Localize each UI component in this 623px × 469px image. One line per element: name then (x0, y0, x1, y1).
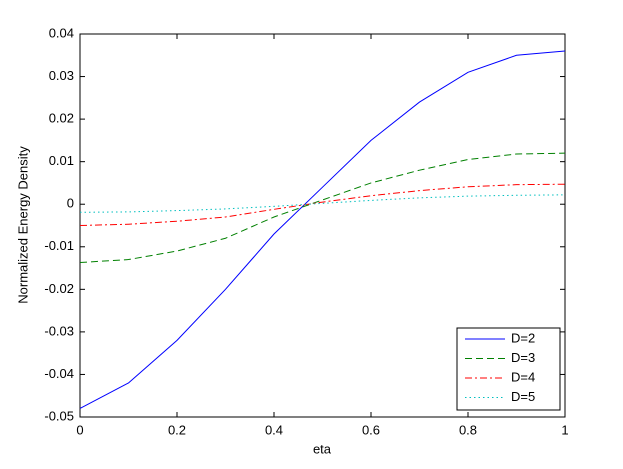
series-line (79, 152, 566, 264)
y-axis-label: Normalized Energy Density (15, 146, 30, 304)
y-tick-label: 0.03 (49, 68, 74, 83)
x-tick-label: 0.8 (459, 422, 477, 437)
y-tick-label: 0 (67, 196, 74, 211)
series-line (79, 183, 566, 226)
y-tick-label: -0.05 (44, 408, 74, 423)
y-tick-label: -0.02 (44, 281, 74, 296)
x-tick-label: 0 (76, 422, 83, 437)
y-tick-label: 0.01 (49, 153, 74, 168)
y-tick-label: 0.02 (49, 111, 74, 126)
legend-label: D=3 (511, 350, 535, 365)
y-tick-label: -0.03 (44, 323, 74, 338)
legend-label: D=5 (511, 389, 535, 404)
x-tick-label: 0.4 (265, 422, 283, 437)
legend-label: D=2 (511, 330, 535, 345)
x-tick-label: 0.2 (168, 422, 186, 437)
x-tick-label: 1 (561, 422, 568, 437)
x-axis-label: eta (313, 441, 332, 456)
legend-box (456, 327, 561, 411)
y-tick-label: -0.04 (44, 366, 74, 381)
x-tick-label: 0.6 (362, 422, 380, 437)
legend-label: D=4 (511, 369, 535, 384)
y-tick-label: -0.01 (44, 238, 74, 253)
series-line (79, 50, 566, 409)
y-tick-label: 0.04 (49, 25, 74, 40)
